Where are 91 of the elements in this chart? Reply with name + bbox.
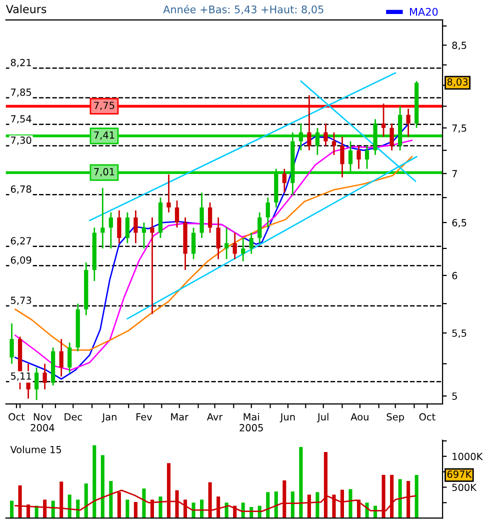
y-tick-label: 6 [452,272,458,280]
ref-line-label: 7,01 [94,168,114,176]
ref-line-label: 7,75 [94,102,114,110]
chart-title: Valeurs [6,4,46,14]
chart-title: Volume 15 [10,446,62,454]
y-tick-label: 8,5 [452,42,466,50]
candlestick [356,145,361,170]
candlestick [381,102,386,138]
text: 697K [447,470,472,478]
ref-line-label: 6,09 [10,256,32,265]
bar [126,500,130,518]
candlestick [324,122,328,146]
ref-line-label: 8,21 [10,58,31,68]
x-tick-label: Sep [386,413,404,422]
candlestick [208,202,212,234]
y-tick-label: 7 [452,170,457,178]
candlestick [282,168,286,194]
y-tick-label: 7,5 [452,124,466,133]
candlestick [68,342,72,374]
bar [348,489,352,518]
ref-line-label: 7,54 [11,115,32,124]
x-tick-label: Dec [64,413,82,421]
bar [274,492,278,518]
x-tick-label: Jun [280,413,295,422]
y-tick-label: 5 [452,392,457,400]
x-tick-label: Oct [419,413,436,421]
candlestick [216,216,220,260]
ref-line-label: 7,85 [11,88,32,97]
x-tick-label: Oct [8,413,25,421]
bar [316,492,320,518]
bar [100,455,104,518]
text: MA20 [410,8,438,16]
y-tick-label: 500K [452,484,477,492]
candlestick [10,322,14,364]
candlestick [100,187,105,250]
candlestick [125,212,130,244]
bar [84,484,88,518]
bar [158,496,162,518]
bar [290,492,294,518]
y-tick-label: 1000K [452,452,483,460]
candlestick [142,222,146,250]
candlestick [134,210,138,244]
chart-subtitle: Année +Bas: 5,43 +Haut: 8,05 [163,4,324,14]
candlestick [406,108,410,138]
x-tick-label: Aou [350,413,368,421]
ref-line-label: 5,11 [10,372,31,381]
bar [398,479,402,518]
bar [414,475,418,518]
candlestick [390,122,394,152]
candlestick [266,196,270,228]
candlestick [241,237,246,262]
candlestick [224,226,229,260]
bar [109,481,113,518]
candlestick [258,212,262,244]
candlestick [332,132,336,156]
candlestick [307,94,312,152]
bar [68,494,72,518]
candlestick [117,210,122,244]
candlestick [232,232,237,260]
candlestick [34,366,39,401]
x-tick-label: Nov 2004 [30,413,54,432]
ref-line-label: 6,78 [10,185,32,194]
bar [142,488,146,518]
bar [92,445,96,518]
bar [10,500,14,518]
candlestick [166,174,171,214]
ref-line-label: 5,73 [10,296,32,305]
candlestick [59,338,64,378]
candlestick [108,212,113,250]
bar [134,502,138,518]
ref-line-label: 7,41 [94,131,114,140]
x-tick-label: Jul [316,412,328,422]
ref-line-label: 7,30 [11,136,32,145]
y-tick-label: 6,5 [452,219,466,228]
bar [266,492,270,518]
y-tick-label: 5,5 [452,330,466,338]
ref-line-label: 6,27 [10,237,32,246]
bar [299,447,303,518]
x-tick-label: Jan [102,413,116,422]
x-tick-label: Fev [136,413,152,421]
candlestick [191,226,196,260]
candlestick [364,145,370,170]
candlestick [249,232,254,254]
x-tick-label: Avr [206,413,223,420]
candlestick [42,363,47,390]
candlestick [340,136,344,178]
text: 8,03 [447,78,468,87]
candlestick [174,200,180,228]
x-tick-label: Mar [171,413,189,421]
candlestick [150,216,154,315]
x-tick-label: Mai 2005 [240,412,263,432]
